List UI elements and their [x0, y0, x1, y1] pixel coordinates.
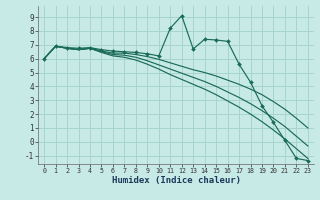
X-axis label: Humidex (Indice chaleur): Humidex (Indice chaleur): [111, 176, 241, 185]
